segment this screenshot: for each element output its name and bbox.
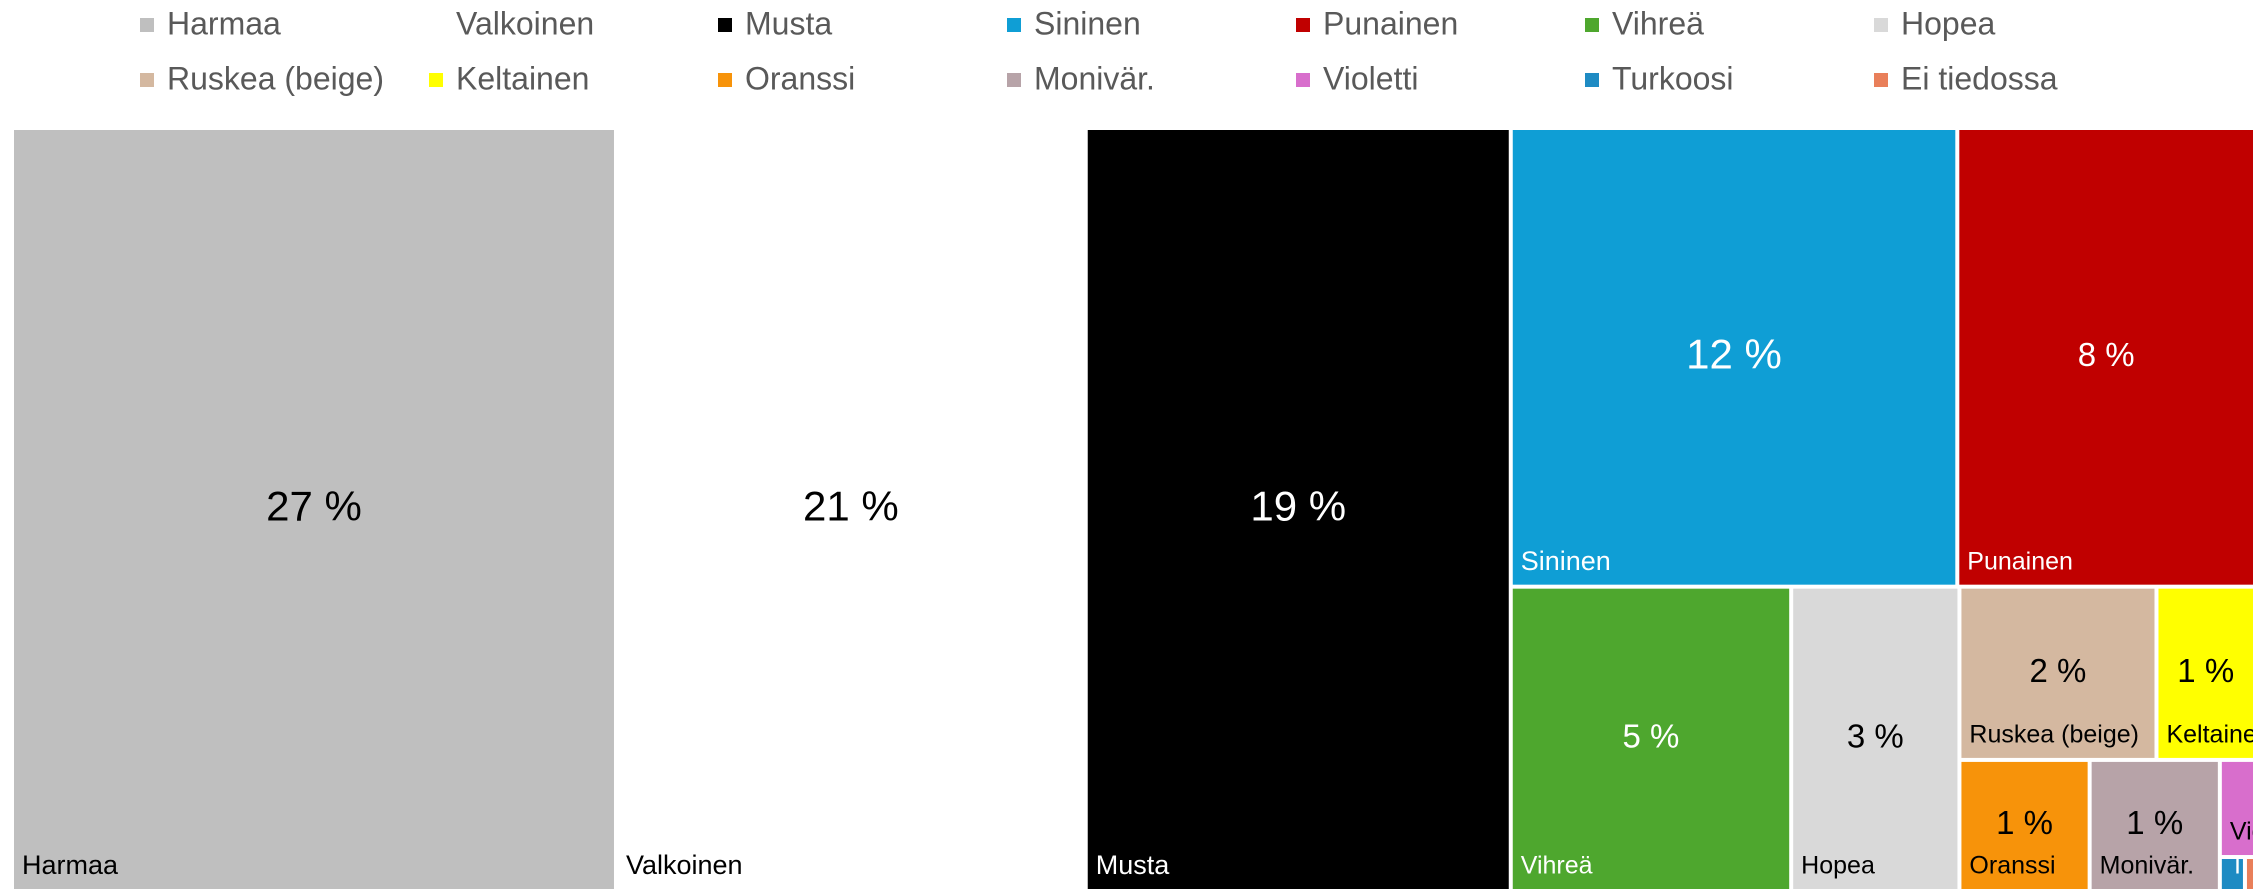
tile: [1793, 588, 1958, 889]
legend-marker: [1585, 18, 1599, 32]
tile: [2221, 859, 2243, 889]
tile-labels: Monivär. 1 %: [2100, 804, 2194, 879]
legend-marker: [1585, 73, 1599, 87]
tile-name: Ruskea (beige): [1969, 721, 2139, 749]
legend-label: Oranssi: [745, 60, 855, 96]
tile: [1961, 588, 2155, 758]
tile-labels: Vihreä 5 %: [1521, 718, 1680, 880]
legend-marker: [429, 18, 443, 32]
legend-marker: [140, 18, 154, 32]
legend-marker: [1296, 18, 1310, 32]
tile-name: Musta: [1096, 850, 1171, 880]
tile-value: 8 %: [2078, 336, 2135, 373]
legend-marker: [1296, 73, 1310, 87]
tile-value: 5 %: [1623, 718, 1680, 755]
tile: [1512, 130, 1956, 585]
tile-name: Valkoinen: [626, 850, 743, 880]
tile-labels: Musta 19 %: [1096, 483, 1346, 881]
tile-name: Harmaa: [22, 850, 119, 880]
legend-label: Hopea: [1901, 5, 1996, 41]
tile: [1512, 588, 1790, 889]
tile-name: Violetti: [2230, 818, 2267, 846]
tile-value: 1 %: [1996, 804, 2053, 841]
legend-marker: [718, 18, 732, 32]
legend-label: Harmaa: [167, 5, 281, 41]
tile: [2158, 588, 2253, 758]
tile: [1961, 761, 2088, 889]
legend-marker: [1874, 73, 1888, 87]
legend-marker: [140, 73, 154, 87]
tile-name: Hopea: [1801, 852, 1875, 880]
tile-labels: Sininen 12 %: [1521, 330, 1782, 575]
legend-label: Keltainen: [456, 60, 589, 96]
legend-marker: [429, 73, 443, 87]
tile-name: Punainen: [1967, 547, 2073, 575]
tile-value: 1 %: [2177, 652, 2234, 689]
legend-label: Vihreä: [1612, 5, 1704, 41]
tile-name: Keltainen: [2166, 721, 2267, 749]
legend-label: Sininen: [1034, 5, 1141, 41]
tile-value: 3 %: [1847, 718, 1904, 755]
tile-value: 12 %: [1686, 330, 1782, 377]
legend-marker: [1874, 18, 1888, 32]
tile: [14, 130, 614, 889]
legend-label: Violetti: [1323, 60, 1418, 96]
tile-labels: Violetti: [2230, 818, 2267, 846]
legend-label: Musta: [745, 5, 832, 41]
tile-labels: Oranssi 1 %: [1969, 804, 2055, 879]
tile-labels: Turkoosi: [2230, 852, 2267, 880]
tile-value: 21 %: [803, 483, 899, 530]
tile-name: Vihreä: [1521, 852, 1593, 880]
tile-labels: Valkoinen 21 %: [626, 483, 899, 881]
tile-labels: Keltainen 1 %: [2166, 652, 2267, 749]
tile-labels: Harmaa 27 %: [22, 483, 362, 881]
legend-label: Valkoinen: [456, 5, 594, 41]
tile-name: Turkoosi: [2230, 852, 2267, 880]
tile: [1959, 130, 2253, 585]
tile-labels: Hopea 3 %: [1801, 718, 1904, 880]
legend-marker: [1007, 18, 1021, 32]
tile-value: 19 %: [1250, 483, 1346, 530]
tile-value: 2 %: [2030, 652, 2087, 689]
tile-name: Ei tiedossa: [2255, 852, 2267, 880]
legend-label: Monivär.: [1034, 60, 1155, 96]
legend-marker: [1007, 73, 1021, 87]
legend-label: Ei tiedossa: [1901, 60, 2058, 96]
tile: [2221, 761, 2253, 856]
tile: [2091, 761, 2218, 889]
tile-labels: Ei tiedossa: [2255, 852, 2267, 880]
tile: [1087, 130, 1509, 889]
tile: [617, 130, 1084, 889]
legend-label: Ruskea (beige): [167, 60, 384, 96]
tile-labels: Ruskea (beige) 2 %: [1969, 652, 2139, 749]
legend-label: Punainen: [1323, 5, 1458, 41]
tile-labels: Punainen 8 %: [1967, 336, 2134, 575]
tile-value: 1 %: [2126, 804, 2183, 841]
tile-name: Sininen: [1521, 546, 1611, 576]
legend-label: Turkoosi: [1612, 60, 1734, 96]
tile-name: Monivär.: [2100, 852, 2194, 880]
tile-name: Oranssi: [1969, 852, 2055, 880]
tile: [2246, 859, 2253, 889]
tile-value: 27 %: [266, 483, 362, 530]
legend-marker: [718, 73, 732, 87]
